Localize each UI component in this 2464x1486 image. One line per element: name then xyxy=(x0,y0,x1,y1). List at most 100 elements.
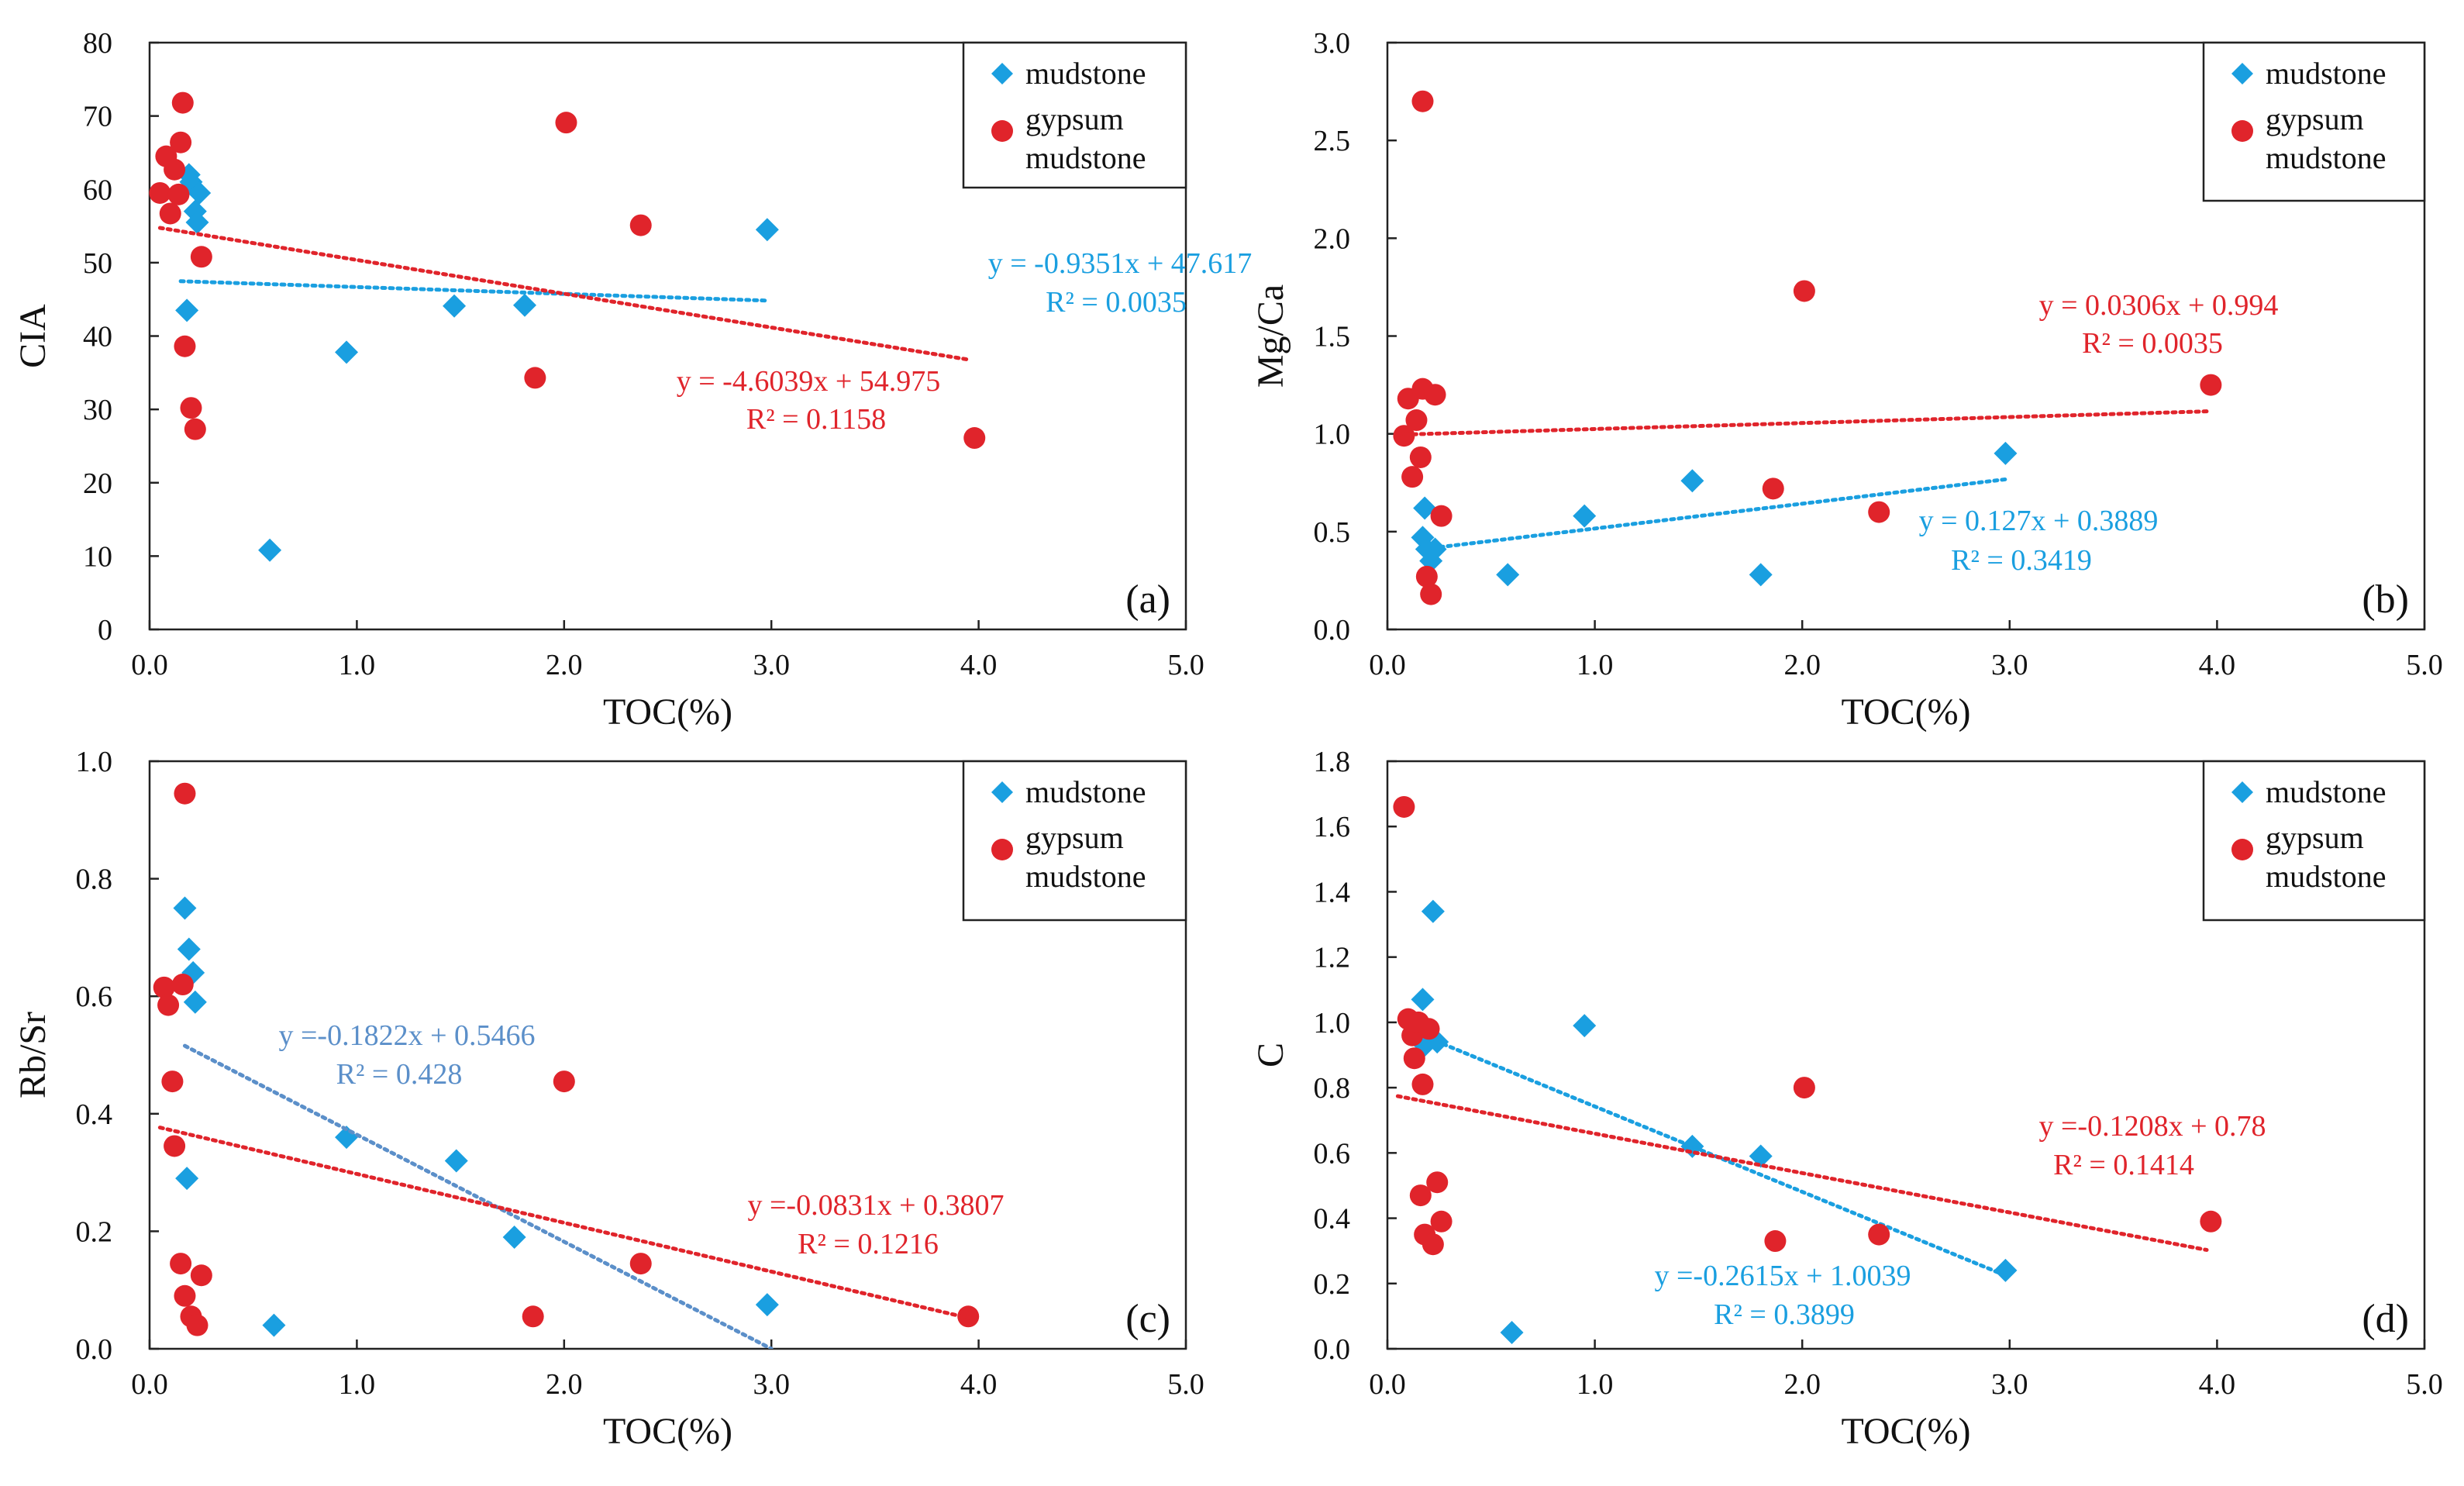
legend-marker-gypsum-mudstone xyxy=(991,839,1013,860)
trendline-gypsum-mudstone xyxy=(1395,409,2213,437)
trendline-equation: y = -0.9351x + 47.617 xyxy=(988,247,1253,280)
trendline-equation: y = -4.6039x + 54.975 xyxy=(677,365,941,398)
y-tick-label: 0.2 xyxy=(1314,1268,1351,1301)
y-tick-label: 70 xyxy=(83,101,112,133)
data-point-gypsum-mudstone xyxy=(1764,1230,1787,1253)
trendline-equation: y =-0.1822x + 0.5466 xyxy=(278,1019,535,1052)
data-point-gypsum-mudstone xyxy=(1418,1018,1440,1040)
trendline-mudstone xyxy=(182,1043,774,1349)
trendline-gypsum-mudstone xyxy=(157,226,970,362)
y-tick-label: 0.0 xyxy=(76,1333,113,1366)
chart-panel-b: 0.0 1.0 2.0 3.0 4.0 5.0 0.0 0.5 1.0 1.5 2.0 2.5 3.0 T… xyxy=(1250,27,2443,733)
y-tick-label: 2.5 xyxy=(1314,125,1351,157)
x-tick-label: 1.0 xyxy=(339,1368,376,1401)
data-point-mudstone xyxy=(175,1167,199,1191)
trendline-gypsum-mudstone xyxy=(157,1126,970,1320)
x-tick-label: 3.0 xyxy=(753,649,790,681)
data-point-mudstone xyxy=(502,1225,526,1249)
data-point-mudstone xyxy=(512,293,536,317)
legend-marker-mudstone xyxy=(2231,63,2253,84)
data-point-gypsum-mudstone xyxy=(1868,1223,1890,1246)
data-point-gypsum-mudstone xyxy=(1430,1210,1453,1233)
data-point-mudstone xyxy=(443,294,467,318)
y-tick-label: 30 xyxy=(83,394,112,426)
data-point-gypsum-mudstone xyxy=(1411,1073,1434,1095)
y-tick-label: 1.6 xyxy=(1314,811,1351,843)
data-point-mudstone xyxy=(258,538,282,562)
legend: mudstone gypsum mudstone xyxy=(2202,760,2426,922)
data-point-gypsum-mudstone xyxy=(1409,446,1432,468)
data-point-gypsum-mudstone xyxy=(170,1253,192,1275)
legend-label-gypsum: gypsum xyxy=(2266,102,2364,136)
x-axis-label: TOC(%) xyxy=(1841,1411,1970,1452)
x-tick-label: 0.0 xyxy=(131,649,168,681)
series-mudstone: y = -0.9351x + 47.617 R² = 0.0035 xyxy=(175,163,1253,562)
data-point-mudstone xyxy=(1411,988,1435,1012)
data-point-gypsum-mudstone xyxy=(1393,425,1415,447)
trendline-gypsum-mudstone xyxy=(1395,1094,2209,1252)
series-gypsum-mudstone: y =-0.1208x + 0.78 R² = 0.1414 xyxy=(1393,795,2266,1256)
y-tick-label: 0.8 xyxy=(1314,1072,1351,1105)
x-tick-label: 4.0 xyxy=(960,1368,998,1401)
panel-label: (a) xyxy=(1125,578,1170,622)
legend-label-gypsum-mudstone: mudstone xyxy=(1025,140,1146,175)
y-tick-label: 80 xyxy=(83,27,112,60)
data-point-mudstone xyxy=(755,1293,779,1317)
trendline-r2: R² = 0.0035 xyxy=(2082,327,2223,360)
data-point-gypsum-mudstone xyxy=(164,158,186,181)
y-tick-label: 0.6 xyxy=(76,981,113,1013)
x-axis-label: TOC(%) xyxy=(1841,691,1970,733)
plot-frame xyxy=(1386,760,2426,1350)
data-point-mudstone xyxy=(188,181,212,205)
x-tick-label: 4.0 xyxy=(2199,1368,2236,1401)
x-tick-label: 1.0 xyxy=(339,649,376,681)
data-point-gypsum-mudstone xyxy=(1426,1171,1449,1194)
data-point-gypsum-mudstone xyxy=(1393,795,1415,818)
data-point-mudstone xyxy=(177,937,201,961)
data-point-gypsum-mudstone xyxy=(174,1284,196,1307)
y-tick-label: 1.2 xyxy=(1314,942,1351,974)
data-point-gypsum-mudstone xyxy=(184,418,206,440)
data-point-gypsum-mudstone xyxy=(153,976,175,998)
y-tick-label: 0.2 xyxy=(76,1215,113,1248)
data-point-mudstone xyxy=(1573,504,1597,528)
chart-panel-c: 0.0 1.0 2.0 3.0 4.0 5.0 0.0 0.2 0.4 0.6 0.8 1.0 TOC(… xyxy=(12,746,1204,1452)
trendline-r2: R² = 0.428 xyxy=(336,1058,463,1091)
data-point-mudstone xyxy=(1680,469,1704,493)
legend-marker-mudstone xyxy=(991,63,1013,84)
x-tick-label: 5.0 xyxy=(1167,1368,1204,1401)
data-point-gypsum-mudstone xyxy=(174,335,196,357)
data-point-gypsum-mudstone xyxy=(1409,1184,1432,1207)
data-point-gypsum-mudstone xyxy=(1403,1047,1425,1070)
data-point-gypsum-mudstone xyxy=(522,1305,544,1328)
data-point-mudstone xyxy=(1994,1258,2018,1282)
data-point-mudstone xyxy=(335,340,359,364)
data-point-gypsum-mudstone xyxy=(167,183,190,205)
x-tick-label: 2.0 xyxy=(546,649,583,681)
legend-label-gypsum: gypsum xyxy=(2266,820,2364,855)
y-tick-label: 40 xyxy=(83,321,112,353)
data-point-gypsum-mudstone xyxy=(161,1071,184,1093)
chart-panel-d: 0.0 1.0 2.0 3.0 4.0 5.0 0.0 0.2 0.4 0.6 0.8 1.0 1.2 1… xyxy=(1250,746,2443,1452)
trendline-r2: R² = 0.1216 xyxy=(798,1228,939,1260)
data-point-gypsum-mudstone xyxy=(1868,501,1890,523)
data-point-mudstone xyxy=(1749,563,1773,587)
data-point-gypsum-mudstone xyxy=(1411,90,1434,112)
y-tick-label: 60 xyxy=(83,174,112,206)
legend: mudstone gypsum mudstone xyxy=(2202,41,2426,202)
data-point-mudstone xyxy=(1413,496,1437,520)
data-point-mudstone xyxy=(1749,1144,1773,1168)
data-point-gypsum-mudstone xyxy=(1762,478,1784,500)
legend: mudstone gypsum mudstone xyxy=(962,760,1187,922)
data-point-gypsum-mudstone xyxy=(1420,583,1442,605)
legend-label-gypsum-mudstone: mudstone xyxy=(1025,859,1146,894)
legend-label-mudstone: mudstone xyxy=(1025,774,1146,809)
legend-label-gypsum-mudstone: mudstone xyxy=(2266,859,2386,894)
data-point-gypsum-mudstone xyxy=(190,1264,212,1287)
data-point-gypsum-mudstone xyxy=(2200,1210,2222,1233)
legend-label-mudstone: mudstone xyxy=(2266,774,2386,809)
legend-marker-gypsum-mudstone xyxy=(2231,120,2253,142)
legend-marker-gypsum-mudstone xyxy=(991,120,1013,142)
panel-label: (c) xyxy=(1125,1297,1170,1341)
legend: mudstone gypsum mudstone xyxy=(962,41,1187,189)
